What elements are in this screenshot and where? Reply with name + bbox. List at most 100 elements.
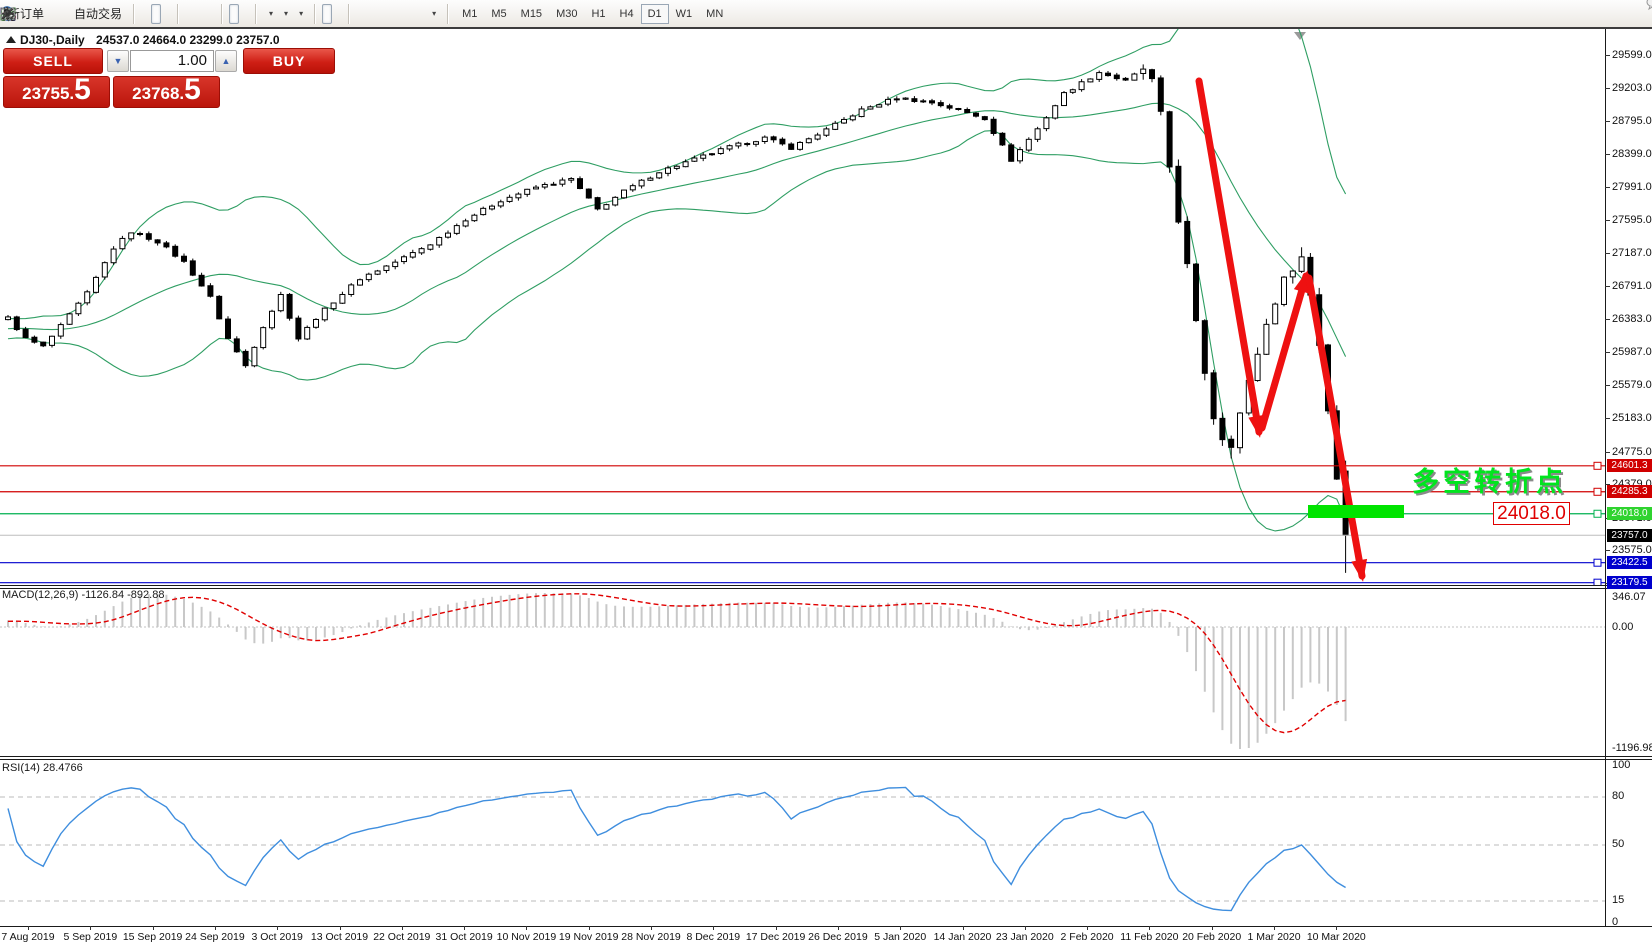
text-label-button[interactable]: T	[1, 4, 426, 24]
vertical-line-button[interactable]	[6, 4, 366, 24]
candle-body	[665, 167, 671, 174]
chart-shift-marker[interactable]	[1294, 32, 1306, 40]
candle-body	[330, 302, 337, 310]
price-tick-mark	[1605, 417, 1610, 419]
equidistant-channel-button[interactable]: E	[1, 4, 396, 24]
candlestick-chart-button[interactable]	[2, 3, 162, 24]
trend-arrow-line[interactable]	[1258, 272, 1310, 432]
candle-body	[1069, 89, 1076, 93]
timeframe-button-w1[interactable]: W1	[675, 7, 693, 20]
ohlc-values: 24537.0 24664.0 23299.0 23757.0	[96, 33, 280, 47]
periods-button[interactable]: ▾	[1, 4, 293, 24]
candle-body	[1175, 165, 1182, 223]
arrows-icon	[2, 8, 14, 19]
sell-price-display[interactable]: 23755. 5	[3, 75, 110, 108]
chart-shift-button[interactable]	[1, 4, 249, 24]
level-line-handle[interactable]	[1593, 558, 1602, 567]
sell-button[interactable]: SELL	[3, 48, 103, 74]
candle-body	[929, 100, 935, 104]
buy-price-display[interactable]: 23768. 5	[113, 75, 220, 108]
timeframe-button-m30[interactable]: M30	[556, 7, 578, 20]
bar-chart-button[interactable]	[1, 4, 151, 24]
candle-body	[550, 183, 557, 186]
level-line-handle[interactable]	[1593, 487, 1602, 496]
candle-body	[365, 273, 372, 281]
trend-arrow-line[interactable]	[1195, 77, 1263, 436]
candle-body	[1078, 81, 1085, 91]
autotrading-button[interactable]: 自动交易	[0, 4, 127, 24]
tile-windows-button[interactable]	[0, 4, 215, 24]
timeframe-button-m1[interactable]: M1	[462, 7, 478, 20]
candle-body	[225, 318, 231, 339]
price-chart-canvas[interactable]	[0, 29, 1606, 586]
candle-body	[1298, 256, 1305, 272]
price-tick-label: 27595.0	[1612, 213, 1652, 226]
timeframe-button-mn[interactable]: MN	[706, 7, 724, 20]
price-tick-mark	[1605, 550, 1610, 552]
timeframe-button-h1[interactable]: H1	[591, 7, 606, 20]
price-tick-label: 25579.0	[1612, 379, 1652, 392]
level-line-handle[interactable]	[1593, 461, 1602, 470]
date-label: 5 Jan 2020	[874, 931, 927, 943]
macd-indicator-canvas[interactable]	[0, 588, 1606, 757]
auto-scroll-button[interactable]	[1, 3, 240, 24]
fibonacci-button[interactable]: F	[1, 4, 406, 24]
price-tick-mark	[1605, 285, 1610, 287]
timeframe-button-h4[interactable]: H4	[619, 7, 634, 20]
text-button[interactable]: A	[3, 4, 416, 24]
price-axis-border	[1605, 29, 1606, 926]
price-tick-mark	[1605, 484, 1610, 486]
candle-body	[119, 237, 126, 250]
candle-body	[295, 317, 302, 340]
crosshair-button[interactable]	[1, 4, 342, 24]
timeframe-button-d1[interactable]: D1	[640, 3, 669, 24]
candle-body	[735, 142, 742, 147]
panel-splitter[interactable]	[0, 756, 1652, 760]
level-line-handle[interactable]	[1593, 578, 1602, 586]
timeframe-button-m5[interactable]: M5	[491, 7, 507, 20]
indicators-button[interactable]: ▾	[1, 4, 278, 24]
zoom-in-button[interactable]	[1, 4, 195, 24]
cursor-button[interactable]	[3, 3, 333, 24]
candle-body	[436, 236, 443, 246]
rsi-indicator-canvas[interactable]	[0, 760, 1606, 926]
dropdown-caret: ▾	[432, 9, 437, 18]
volume-decrease-button[interactable]: ▼	[107, 50, 129, 72]
horizontal-line-button[interactable]	[1, 4, 376, 24]
candle-body	[66, 313, 73, 325]
candle-body	[937, 102, 944, 107]
date-label: 3 Oct 2019	[251, 931, 303, 943]
candle-body	[629, 185, 636, 191]
date-label: 20 Feb 2020	[1182, 931, 1242, 943]
date-tick-mark	[277, 926, 279, 930]
trend-arrow-line[interactable]	[1305, 274, 1366, 580]
arrows-button[interactable]: ▾	[2, 4, 441, 24]
trendline-button[interactable]	[1, 4, 386, 24]
candle-body	[515, 193, 522, 199]
volume-input[interactable]: 1.00	[130, 50, 214, 72]
date-label: 10 Nov 2019	[496, 931, 557, 943]
price-tick-mark	[1605, 219, 1610, 221]
volume-increase-button[interactable]: ▲	[215, 50, 237, 72]
buy-button[interactable]: BUY	[243, 48, 335, 74]
zoom-out-button[interactable]	[1, 4, 205, 24]
signals-button[interactable]	[1, 4, 69, 24]
price-level-badge: 24018.0	[1607, 507, 1652, 521]
chat-icon[interactable]	[1646, 0, 1652, 11]
autotrading-label: 自动交易	[74, 7, 123, 21]
level-line-handle[interactable]	[1593, 509, 1602, 518]
timeframe-button-m15[interactable]: M15	[520, 7, 543, 20]
date-tick-mark	[1274, 926, 1275, 930]
timeframe-toolbar: M1 M5 M15 M30 H1 H4 D1 W1 MN	[452, 1, 733, 27]
templates-button[interactable]: ▾	[1, 4, 308, 24]
metaeditor-button[interactable]	[2, 4, 59, 24]
candle-body	[31, 336, 38, 343]
toolbar-separator	[255, 3, 258, 24]
panel-splitter[interactable]	[0, 585, 1652, 589]
candle-body	[251, 346, 258, 367]
candle-body	[49, 335, 55, 346]
rsi-axis-label: 0	[1612, 916, 1619, 928]
line-chart-button[interactable]	[0, 4, 171, 24]
panel-collapse-icon[interactable]	[6, 36, 16, 43]
candle-body	[93, 276, 99, 293]
